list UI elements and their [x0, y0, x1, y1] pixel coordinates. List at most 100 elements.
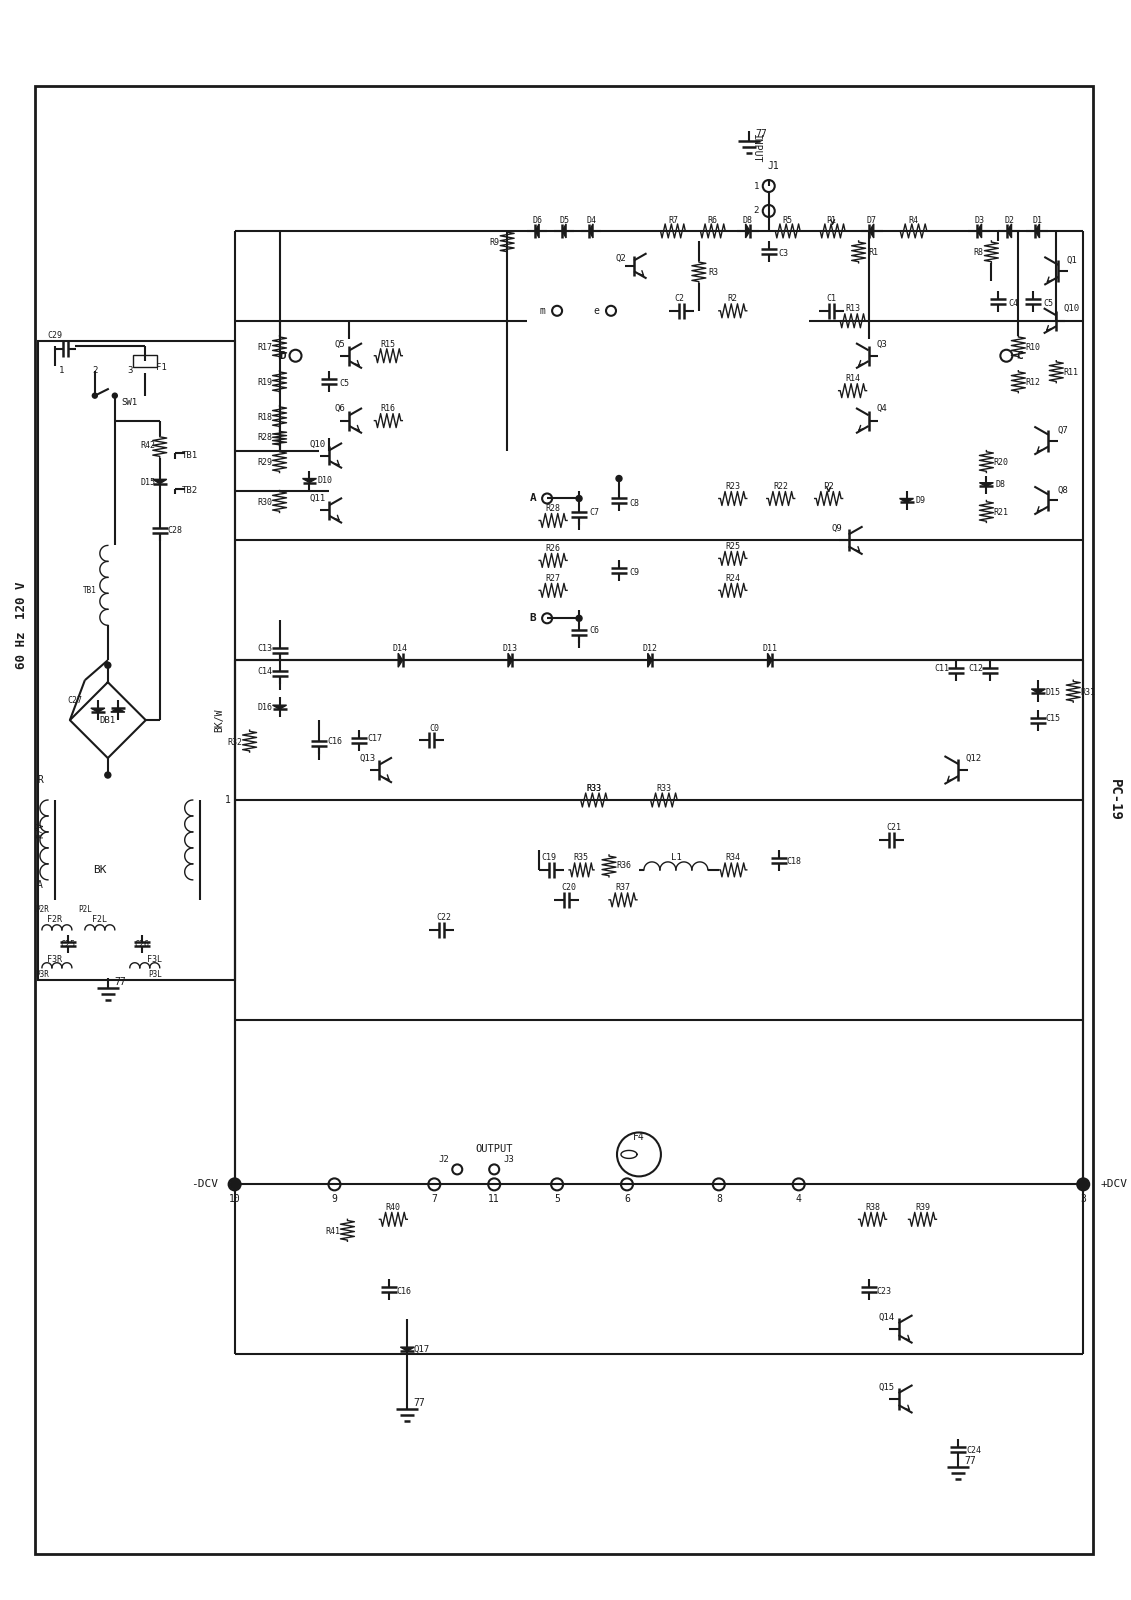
Text: R15: R15	[381, 341, 396, 349]
Text: 1: 1	[753, 181, 759, 190]
Text: P2L: P2L	[78, 906, 92, 914]
Polygon shape	[648, 653, 653, 667]
Polygon shape	[400, 1347, 414, 1350]
Text: D16: D16	[257, 702, 273, 712]
Text: D10: D10	[318, 477, 333, 485]
Polygon shape	[562, 224, 567, 238]
Text: TB1: TB1	[182, 451, 198, 461]
Text: C23: C23	[877, 1286, 891, 1296]
Text: R37: R37	[615, 883, 630, 893]
Polygon shape	[1035, 224, 1039, 238]
Text: e: e	[593, 306, 599, 315]
Text: D3: D3	[975, 216, 984, 226]
Text: F1: F1	[156, 363, 167, 373]
Polygon shape	[1008, 224, 1011, 238]
Text: R32: R32	[227, 738, 242, 747]
Text: C6: C6	[589, 626, 599, 635]
Text: Q4: Q4	[877, 405, 887, 413]
Text: Q8: Q8	[1057, 486, 1069, 494]
Text: C5: C5	[339, 379, 349, 389]
Text: R3: R3	[709, 269, 719, 277]
Text: C25: C25	[60, 941, 76, 949]
Text: 77: 77	[114, 976, 126, 987]
Text: D15: D15	[140, 478, 155, 486]
Text: Q13: Q13	[360, 754, 375, 763]
Circle shape	[105, 662, 111, 669]
Text: D7: D7	[866, 216, 877, 226]
Circle shape	[230, 1179, 240, 1189]
Text: R34: R34	[725, 853, 741, 862]
Polygon shape	[508, 653, 512, 667]
Text: R5: R5	[783, 216, 793, 226]
Text: 10: 10	[228, 1194, 241, 1205]
Text: m: m	[539, 306, 545, 315]
Text: D2: D2	[1004, 216, 1015, 226]
Text: 9: 9	[331, 1194, 337, 1205]
Polygon shape	[589, 224, 593, 238]
Text: R7: R7	[668, 216, 677, 226]
Text: F4: F4	[633, 1133, 645, 1142]
Text: D14: D14	[392, 643, 408, 653]
Text: C5: C5	[1043, 299, 1053, 309]
Text: C8: C8	[629, 499, 639, 507]
Text: Q14: Q14	[879, 1312, 895, 1322]
Text: R1: R1	[869, 248, 879, 258]
Polygon shape	[535, 224, 539, 238]
Text: 6: 6	[624, 1194, 630, 1205]
Text: R35: R35	[573, 853, 588, 862]
Text: 120 V: 120 V	[16, 581, 28, 619]
Text: R33: R33	[587, 784, 602, 792]
Text: C19: C19	[542, 853, 556, 862]
Text: 3: 3	[1080, 1194, 1086, 1205]
Text: D1: D1	[1033, 216, 1043, 226]
Text: C0: C0	[430, 723, 439, 733]
Text: C11: C11	[934, 664, 949, 672]
Polygon shape	[768, 653, 772, 667]
Text: C28: C28	[167, 526, 182, 534]
Text: 60 Hz: 60 Hz	[16, 632, 28, 669]
Polygon shape	[273, 706, 286, 709]
Text: Q10: Q10	[310, 440, 326, 450]
Text: B: B	[529, 613, 536, 624]
Text: BK: BK	[93, 866, 106, 875]
Text: C14: C14	[257, 667, 273, 675]
Text: Q5: Q5	[334, 341, 345, 349]
Text: R2: R2	[728, 294, 737, 304]
Text: R9: R9	[490, 238, 499, 248]
Text: Q2: Q2	[615, 254, 627, 264]
Text: R36: R36	[616, 861, 631, 870]
Text: C20: C20	[562, 883, 577, 893]
Text: D8: D8	[995, 480, 1005, 490]
Text: BK/W: BK/W	[215, 709, 225, 731]
Text: R31: R31	[1081, 688, 1096, 696]
Polygon shape	[302, 478, 317, 483]
Text: 77: 77	[965, 1456, 976, 1466]
Circle shape	[616, 475, 622, 482]
Text: A: A	[37, 880, 43, 890]
Text: -DCV: -DCV	[191, 1179, 217, 1189]
Polygon shape	[870, 224, 874, 238]
Text: R16: R16	[381, 405, 396, 413]
Text: Q9: Q9	[831, 523, 841, 533]
Text: 5: 5	[554, 1194, 560, 1205]
Text: J1: J1	[768, 162, 779, 171]
Text: R33: R33	[656, 784, 672, 792]
Circle shape	[1078, 1179, 1088, 1189]
Text: R6: R6	[708, 216, 718, 226]
Text: C21: C21	[886, 824, 901, 832]
Text: F3R: F3R	[48, 955, 62, 965]
Text: TB1: TB1	[83, 586, 97, 595]
Text: R28: R28	[257, 434, 273, 442]
Text: R21: R21	[994, 507, 1009, 517]
Text: C17: C17	[366, 734, 382, 742]
Text: 1: 1	[59, 366, 64, 376]
Text: +DCV: +DCV	[1100, 1179, 1128, 1189]
Text: R12: R12	[1026, 378, 1041, 387]
Text: R41: R41	[325, 1227, 340, 1235]
Text: A: A	[529, 493, 536, 504]
Text: R19: R19	[257, 378, 273, 387]
Text: J2: J2	[439, 1155, 450, 1163]
Bar	[38, 341, 234, 979]
Text: 1: 1	[225, 795, 231, 805]
Text: TB2: TB2	[182, 486, 198, 494]
